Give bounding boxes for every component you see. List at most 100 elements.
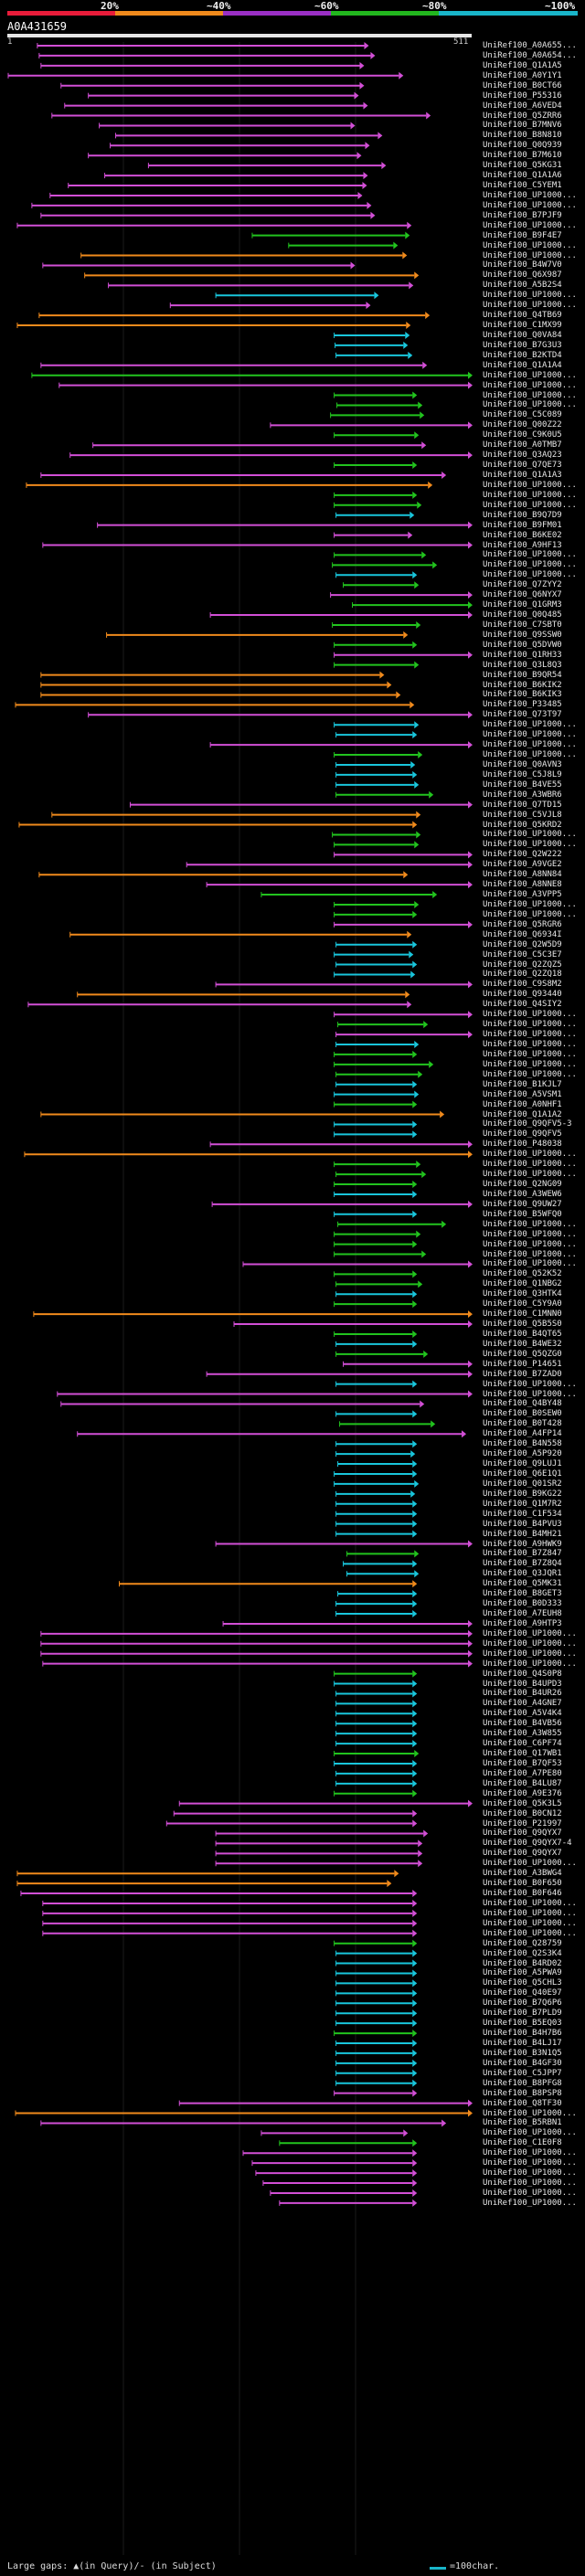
hit-label[interactable]: UniRef100_B6KIK3	[483, 690, 562, 700]
hit-label[interactable]: UniRef100_C7SBT0	[483, 620, 562, 630]
hit-label[interactable]: UniRef100_A0A655...	[483, 41, 577, 50]
hit-label[interactable]: UniRef100_C6PF74	[483, 1739, 562, 1749]
hit-label[interactable]: UniRef100_Q6934I	[483, 929, 562, 939]
hit-label[interactable]: UniRef100_UP1000...	[483, 750, 577, 760]
hit-label[interactable]: UniRef100_A0Y1Y1	[483, 70, 562, 80]
hit-label[interactable]: UniRef100_C5YEM1	[483, 181, 562, 191]
hit-label[interactable]: UniRef100_B6KIK2	[483, 680, 562, 690]
hit-label[interactable]: UniRef100_A6VED4	[483, 101, 562, 111]
hit-label[interactable]: UniRef100_A0TMB7	[483, 440, 562, 451]
hit-label[interactable]: UniRef100_B6KE02	[483, 530, 562, 540]
hit-label[interactable]: UniRef100_A5PWA9	[483, 1968, 562, 1978]
hit-label[interactable]: UniRef100_UP1000...	[483, 2148, 577, 2158]
hit-label[interactable]: UniRef100_UP1000...	[483, 500, 577, 510]
hit-label[interactable]: UniRef100_UP1000...	[483, 1259, 577, 1269]
hit-label[interactable]: UniRef100_B7ZAD0	[483, 1369, 562, 1379]
hit-label[interactable]: UniRef100_P48038	[483, 1140, 562, 1150]
hit-label[interactable]: UniRef100_C5JPP7	[483, 2068, 562, 2078]
hit-label[interactable]: UniRef100_Q3HTK4	[483, 1289, 562, 1299]
hit-label[interactable]: UniRef100_B7PLD9	[483, 2009, 562, 2019]
hit-label[interactable]: UniRef100_UP1000...	[483, 1239, 577, 1249]
hit-label[interactable]: UniRef100_UP1000...	[483, 370, 577, 380]
hit-label[interactable]: UniRef100_UP1000...	[483, 1638, 577, 1648]
hit-label[interactable]: UniRef100_A9HWK9	[483, 1539, 562, 1549]
hit-label[interactable]: UniRef100_B8PFG8	[483, 2078, 562, 2088]
hit-label[interactable]: UniRef100_UP1000...	[483, 1659, 577, 1669]
hit-label[interactable]: UniRef100_B4QT65	[483, 1329, 562, 1339]
hit-label[interactable]: UniRef100_A5B2S4	[483, 281, 562, 291]
hit-label[interactable]: UniRef100_B4VB56	[483, 1719, 562, 1729]
hit-label[interactable]: UniRef100_Q4TB69	[483, 311, 562, 321]
hit-label[interactable]: UniRef100_UP1000...	[483, 1379, 577, 1389]
hit-label[interactable]: UniRef100_UP1000...	[483, 1040, 577, 1049]
hit-label[interactable]: UniRef100_Q5K3L5	[483, 1798, 562, 1808]
hit-label[interactable]: UniRef100_Q5DVW0	[483, 640, 562, 650]
hit-label[interactable]: UniRef100_Q73T97	[483, 710, 562, 720]
hit-label[interactable]: UniRef100_UP1000...	[483, 1010, 577, 1020]
hit-label[interactable]: UniRef100_B0F646	[483, 1889, 562, 1899]
hit-label[interactable]: UniRef100_Q2ZQ18	[483, 970, 562, 980]
hit-label[interactable]: UniRef100_A5VSM1	[483, 1089, 562, 1099]
hit-label[interactable]: UniRef100_A4GNE7	[483, 1699, 562, 1709]
hit-label[interactable]: UniRef100_Q40E97	[483, 1988, 562, 1998]
hit-label[interactable]: UniRef100_UP1000...	[483, 1160, 577, 1170]
hit-label[interactable]: UniRef100_B9FM01	[483, 520, 562, 530]
hit-label[interactable]: UniRef100_Q1A1A2	[483, 1109, 562, 1119]
hit-label[interactable]: UniRef100_C1MX99	[483, 321, 562, 331]
hit-label[interactable]: UniRef100_Q8TF30	[483, 2098, 562, 2108]
hit-label[interactable]: UniRef100_P33485	[483, 700, 562, 710]
hit-label[interactable]: UniRef100_Q2S3K4	[483, 1948, 562, 1958]
hit-label[interactable]: UniRef100_Q2W222	[483, 850, 562, 860]
hit-label[interactable]: UniRef100_UP1000...	[483, 291, 577, 301]
hit-label[interactable]: UniRef100_Q5RGR6	[483, 919, 562, 929]
hit-label[interactable]: UniRef100_UP1000...	[483, 740, 577, 750]
hit-label[interactable]: UniRef100_A3WBR6	[483, 790, 562, 800]
hit-label[interactable]: UniRef100_Q4SIY2	[483, 1000, 562, 1010]
hit-label[interactable]: UniRef100_A9E376	[483, 1788, 562, 1798]
hit-label[interactable]: UniRef100_Q3L8Q3	[483, 660, 562, 670]
hit-label[interactable]: UniRef100_B7MNV6	[483, 121, 562, 131]
hit-label[interactable]: UniRef100_Q2ZQZ5	[483, 959, 562, 970]
hit-label[interactable]: UniRef100_Q6X987	[483, 270, 562, 281]
hit-label[interactable]: UniRef100_UP1000...	[483, 380, 577, 390]
hit-label[interactable]: UniRef100_P55316	[483, 90, 562, 101]
hit-label[interactable]: UniRef100_Q3AQ23	[483, 451, 562, 461]
hit-label[interactable]: UniRef100_Q00Z22	[483, 420, 562, 430]
hit-label[interactable]: UniRef100_B0CT66	[483, 80, 562, 90]
hit-label[interactable]: UniRef100_A8NNE8	[483, 880, 562, 890]
hit-label[interactable]: UniRef100_Q6E1Q1	[483, 1468, 562, 1479]
hit-label[interactable]: UniRef100_B4VE55	[483, 779, 562, 790]
hit-label[interactable]: UniRef100_UP1000...	[483, 240, 577, 250]
hit-label[interactable]: UniRef100_A3VPP5	[483, 890, 562, 900]
hit-label[interactable]: UniRef100_UP1000...	[483, 2188, 577, 2198]
hit-label[interactable]: UniRef100_UP1000...	[483, 2108, 577, 2118]
hit-label[interactable]: UniRef100_Q9UW27	[483, 1199, 562, 1209]
hit-label[interactable]: UniRef100_B0T428	[483, 1419, 562, 1429]
hit-label[interactable]: UniRef100_Q9SSW0	[483, 630, 562, 640]
hit-label[interactable]: UniRef100_UP1000...	[483, 2168, 577, 2178]
hit-label[interactable]: UniRef100_UP1000...	[483, 2178, 577, 2189]
hit-label[interactable]: UniRef100_B2KTD4	[483, 350, 562, 360]
hit-label[interactable]: UniRef100_UP1000...	[483, 1908, 577, 1918]
hit-label[interactable]: UniRef100_UP1000...	[483, 1069, 577, 1079]
hit-label[interactable]: UniRef100_C9S8M2	[483, 980, 562, 990]
hit-label[interactable]: UniRef100_UP1000...	[483, 1648, 577, 1659]
hit-label[interactable]: UniRef100_A5P920	[483, 1449, 562, 1459]
hit-label[interactable]: UniRef100_C5J8L9	[483, 769, 562, 779]
hit-label[interactable]: UniRef100_A3WEW6	[483, 1189, 562, 1199]
hit-label[interactable]: UniRef100_Q1NBG2	[483, 1279, 562, 1289]
hit-label[interactable]: UniRef100_Q2W5D9	[483, 939, 562, 949]
hit-label[interactable]: UniRef100_B5RBN1	[483, 2118, 562, 2128]
hit-label[interactable]: UniRef100_UP1000...	[483, 1249, 577, 1259]
hit-label[interactable]: UniRef100_B4LU87	[483, 1778, 562, 1788]
hit-label[interactable]: UniRef100_UP1000...	[483, 1229, 577, 1239]
hit-label[interactable]: UniRef100_UP1000...	[483, 1059, 577, 1069]
hit-label[interactable]: UniRef100_A9HTP3	[483, 1618, 562, 1628]
hit-label[interactable]: UniRef100_Q4BY48	[483, 1399, 562, 1409]
hit-label[interactable]: UniRef100_UP1000...	[483, 190, 577, 200]
hit-label[interactable]: UniRef100_B4PVU3	[483, 1519, 562, 1529]
hit-label[interactable]: UniRef100_B7Q6P6	[483, 1998, 562, 2009]
hit-label[interactable]: UniRef100_B4UPD3	[483, 1679, 562, 1689]
hit-label[interactable]: UniRef100_UP1000...	[483, 1928, 577, 1938]
hit-label[interactable]: UniRef100_C5Y9A0	[483, 1299, 562, 1309]
